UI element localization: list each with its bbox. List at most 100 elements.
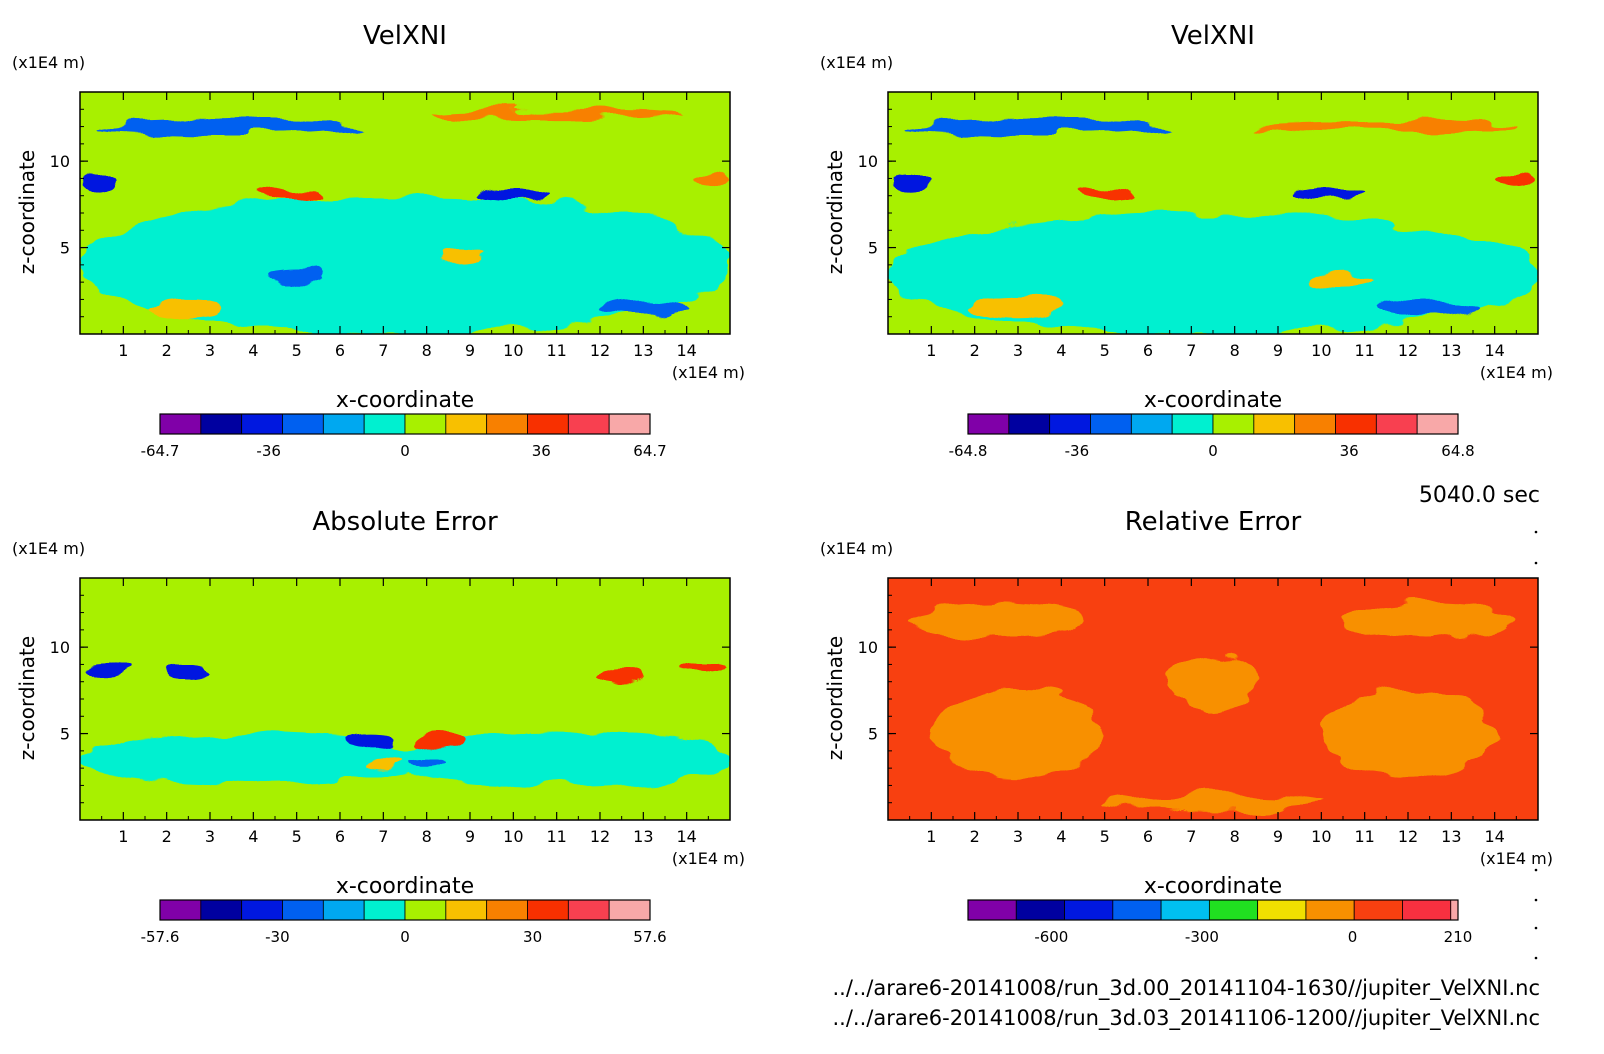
heatmap-region [80, 195, 730, 334]
x-tick-label: 1 [118, 827, 128, 846]
x-tick-label: 7 [378, 341, 388, 360]
colorbar-label: 64.7 [633, 442, 666, 460]
colorbar-segment [1090, 413, 1132, 435]
x-tick-label: 7 [1186, 341, 1196, 360]
heatmap-region [166, 666, 210, 680]
x-unit-label: (x1E4 m) [1480, 363, 1553, 382]
x-tick-label: 13 [1441, 827, 1461, 846]
colorbar-segment [159, 413, 202, 435]
colorbar-segment [967, 413, 1010, 435]
y-tick-label: 10 [858, 152, 878, 171]
y-tick-label: 10 [50, 152, 70, 171]
panel-relative-error: Relative Error (x1E4 m) (x1E4 m) x-coord… [820, 507, 1553, 946]
colorbar-segment [1335, 413, 1377, 435]
heatmap-region [909, 603, 1083, 639]
colorbar-segment [200, 899, 243, 921]
panel-title: VelXNI [363, 21, 447, 51]
heatmap-region [1256, 121, 1517, 132]
x-unit-label: (x1E4 m) [672, 363, 745, 382]
colorbar-segment [1416, 413, 1459, 435]
x-tick-label: 4 [1056, 827, 1066, 846]
colorbar-segment [363, 899, 406, 921]
colorbar-segment [1257, 899, 1307, 921]
x-tick-label: 6 [1143, 827, 1153, 846]
x-tick-label: 14 [1484, 827, 1504, 846]
heatmap-region [1377, 297, 1482, 319]
x-axis-label: x-coordinate [336, 874, 474, 899]
heatmap-region [344, 733, 397, 748]
colorbar-segment [1375, 413, 1418, 435]
colorbar-label: -57.6 [141, 928, 180, 946]
colorbar-segment [1064, 899, 1114, 921]
x-tick-label: 3 [1013, 341, 1023, 360]
x-tick-label: 8 [1230, 827, 1240, 846]
colorbar-segment [1008, 413, 1051, 435]
x-tick-label: 3 [205, 341, 215, 360]
y-tick-label: 5 [60, 725, 70, 744]
colorbar-segment [404, 899, 447, 921]
x-unit-label: (x1E4 m) [1480, 849, 1553, 868]
colorbar-segment [1171, 413, 1214, 435]
colorbar-label: -600 [1034, 928, 1068, 946]
colorbar-segment [282, 899, 324, 921]
colorbar-label: -64.8 [949, 442, 988, 460]
heatmap-region [366, 758, 401, 768]
y-unit-label: (x1E4 m) [12, 53, 85, 72]
colorbar-segment [486, 413, 528, 435]
colorbar-label: 0 [400, 442, 410, 460]
x-tick-label: 9 [1273, 827, 1283, 846]
colorbar-segment [1402, 899, 1452, 921]
heatmap-region [1499, 171, 1534, 189]
y-tick-label: 5 [868, 239, 878, 258]
heatmap-region [82, 171, 113, 189]
heatmap-region [697, 171, 728, 189]
y-axis-label: z-coordinate [15, 636, 39, 760]
colorbar-label: 64.8 [1441, 442, 1474, 460]
heatmap-region [383, 733, 730, 786]
x-tick-label: 10 [503, 341, 523, 360]
heatmap-region [84, 661, 128, 674]
y-axis-label: z-coordinate [15, 150, 39, 274]
colorbar-segment [1450, 899, 1459, 921]
colorbar-segment [567, 899, 610, 921]
panel-title: Relative Error [1125, 507, 1302, 537]
x-tick-label: 5 [1100, 341, 1110, 360]
x-unit-label: (x1E4 m) [672, 849, 745, 868]
colorbar: -57.6 -30 0 30 57.6 [141, 899, 667, 946]
colorbar-label: -36 [256, 442, 281, 460]
heatmap-region [974, 295, 1062, 317]
colorbar-segment [1353, 899, 1403, 921]
x-tick-label: 12 [590, 341, 610, 360]
x-tick-label: 5 [292, 827, 302, 846]
colorbar-segment [322, 899, 365, 921]
y-unit-label: (x1E4 m) [12, 539, 85, 558]
x-tick-label: 8 [1230, 341, 1240, 360]
y-unit-label: (x1E4 m) [820, 539, 893, 558]
colorbar-segment [241, 413, 283, 435]
heatmap-region [600, 666, 644, 680]
x-tick-label: 6 [1143, 341, 1153, 360]
heatmap-field [888, 92, 1538, 334]
x-tick-label: 1 [926, 827, 936, 846]
colorbar-segment [1212, 413, 1255, 435]
colorbar-label: 0 [1348, 928, 1358, 946]
x-tick-label: 10 [503, 827, 523, 846]
x-tick-label: 14 [1484, 341, 1504, 360]
colorbar-frame [159, 413, 651, 435]
colorbar-segment [567, 413, 610, 435]
colorbar-label: 36 [1340, 442, 1359, 460]
panel-absolute-error: Absolute Error (x1E4 m) (x1E4 m) x-coord… [12, 507, 745, 946]
file-path-2: ../../arare6-20141008/run_3d.03_20141106… [832, 1006, 1540, 1031]
time-label: 5040.0 sec [1419, 483, 1540, 508]
colorbar: -64.7 -36 0 36 64.7 [141, 413, 667, 460]
y-unit-label: (x1E4 m) [820, 53, 893, 72]
colorbar-label: 0 [400, 928, 410, 946]
colorbar-segment [527, 899, 569, 921]
x-tick-label: 10 [1311, 341, 1331, 360]
heatmap-region [409, 758, 444, 768]
x-tick-label: 6 [335, 827, 345, 846]
heatmap-region [426, 109, 687, 120]
colorbar-segment [241, 899, 283, 921]
colorbar-label: -36 [1065, 442, 1090, 460]
heatmap-region [1104, 794, 1322, 812]
